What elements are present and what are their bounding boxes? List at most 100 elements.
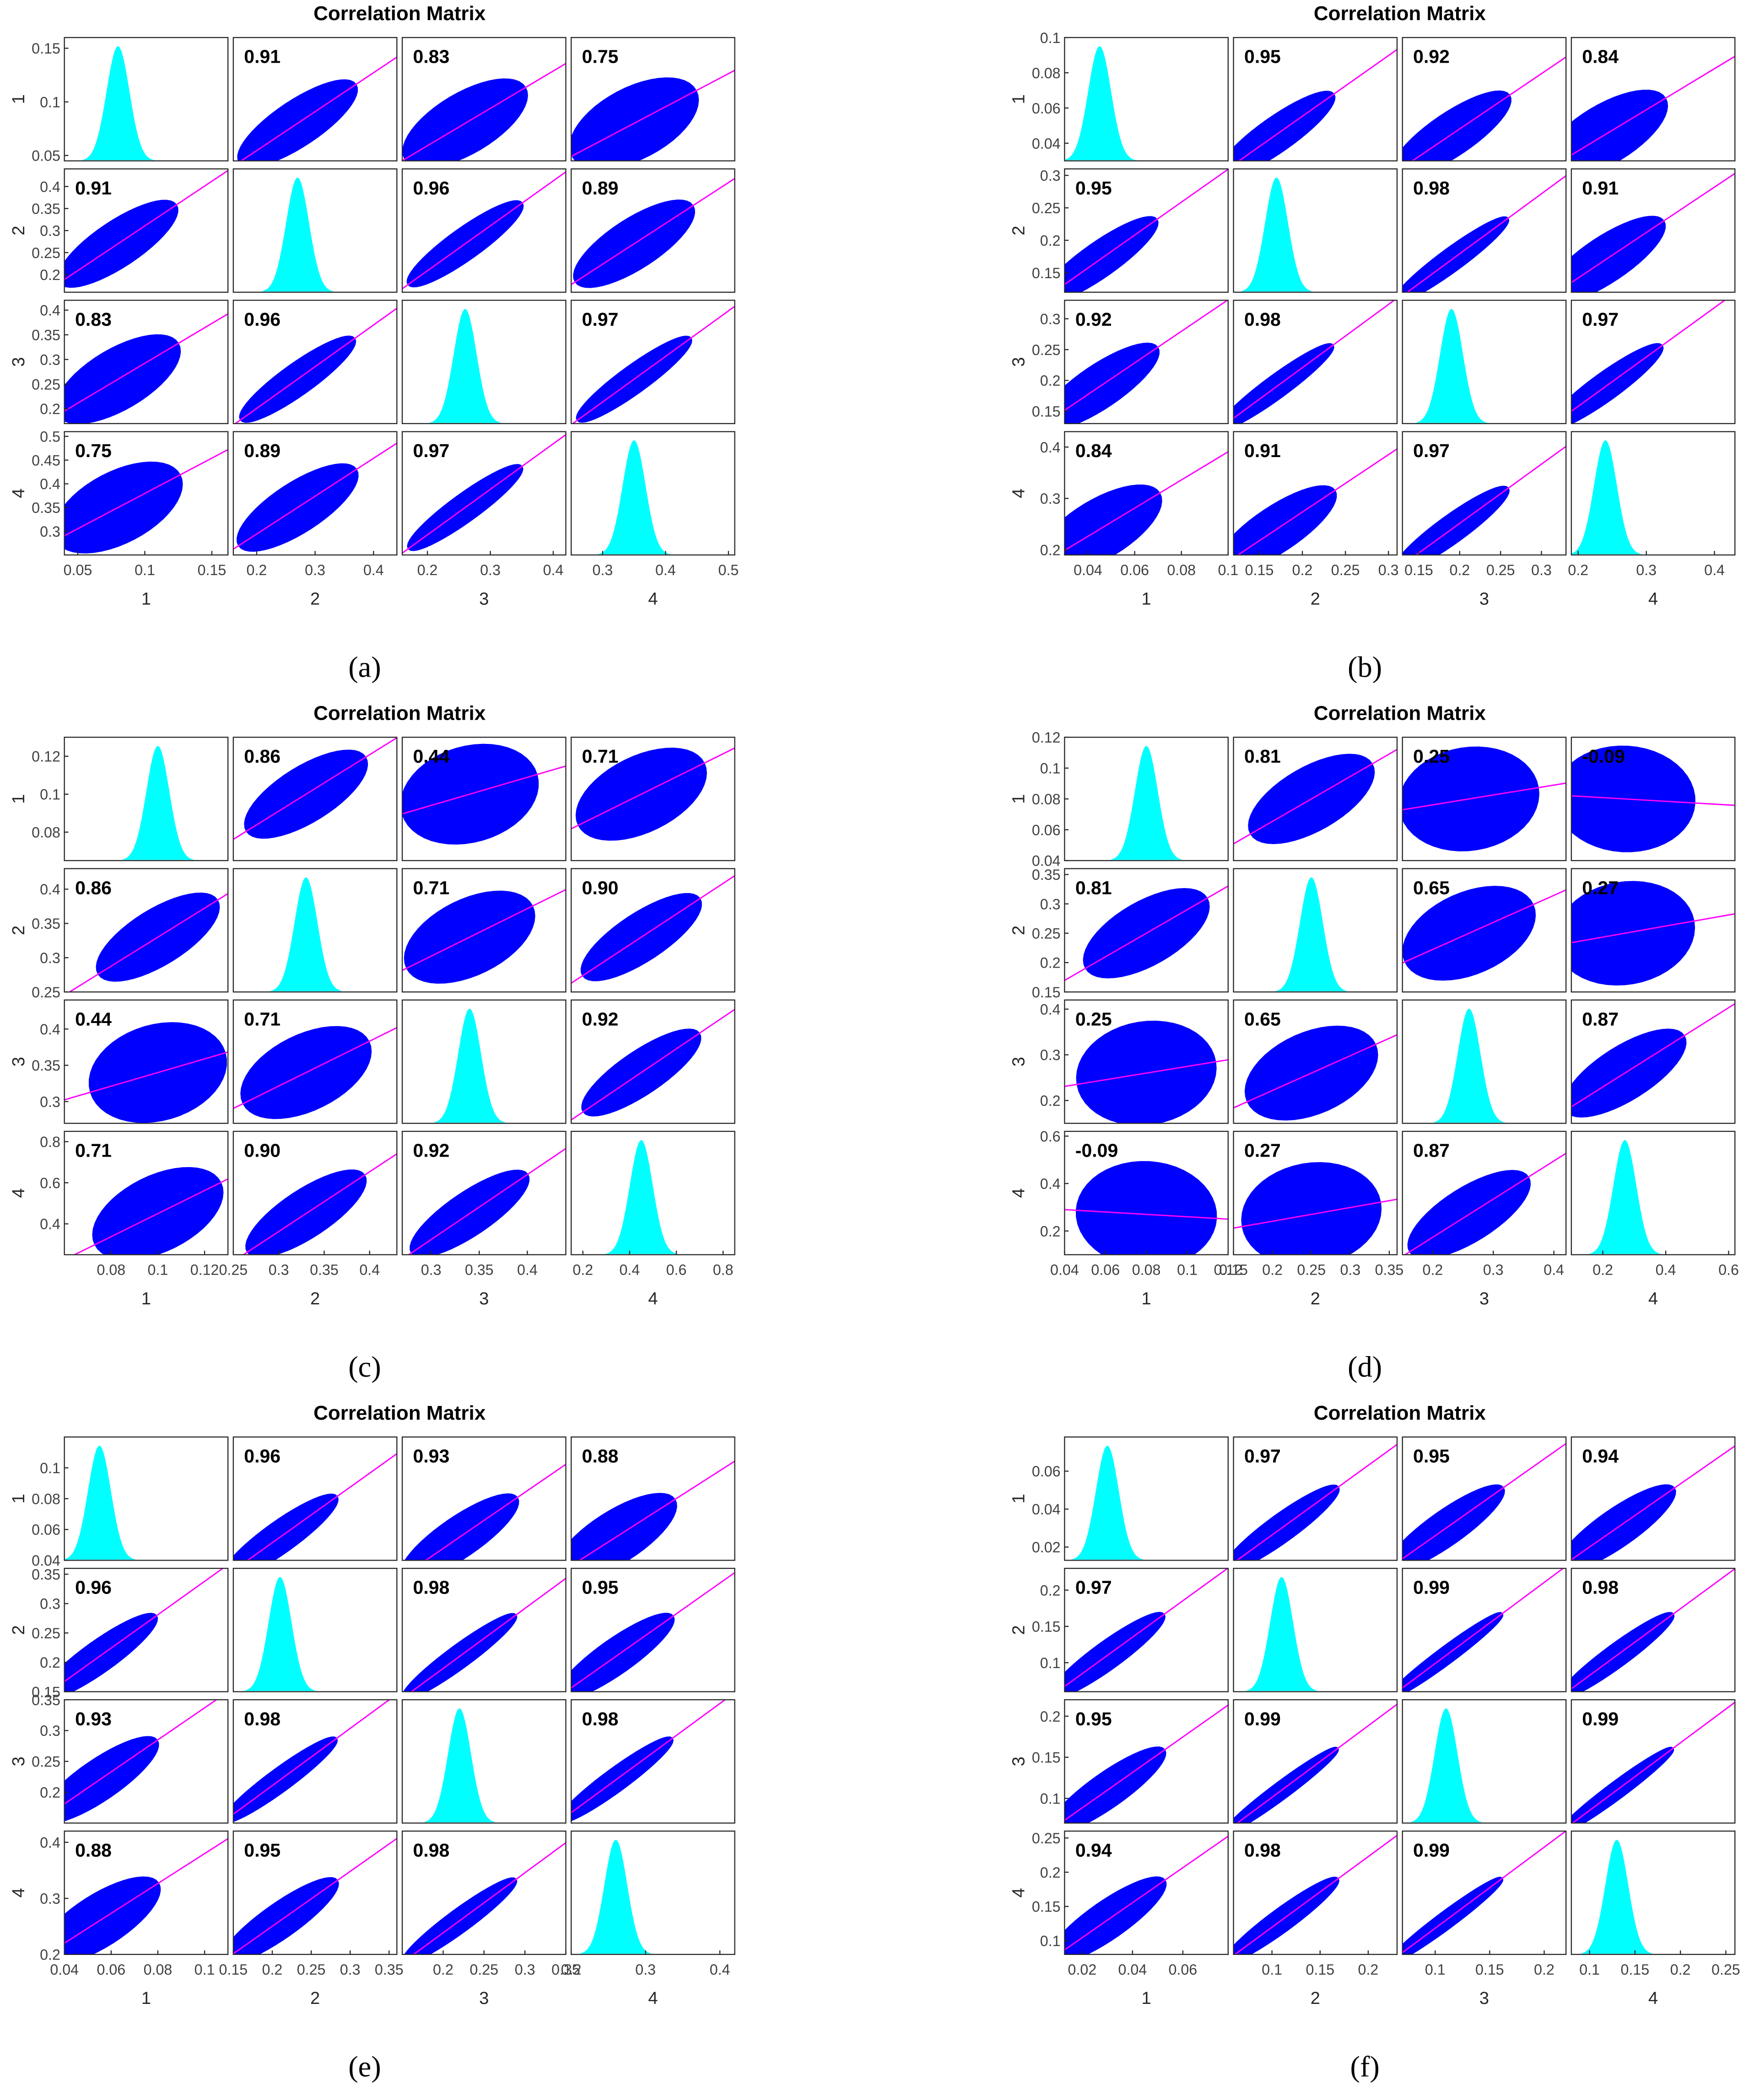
correlation-label: 0.99 (1244, 1708, 1281, 1729)
cell-frame (1064, 37, 1229, 162)
cell-frame (401, 737, 567, 862)
fit-line (1402, 782, 1566, 811)
cell (433, 1008, 507, 1123)
histogram (1274, 877, 1348, 991)
fit-line (578, 1460, 735, 1561)
cell-frame (1233, 737, 1398, 862)
x-tick-label: 0.4 (363, 562, 384, 578)
correlation-label: 0.97 (1075, 1577, 1112, 1598)
x-tick-label: 0.2 (1262, 1261, 1283, 1278)
fit-line (64, 1838, 228, 1944)
y-tick-label: 0.35 (32, 327, 60, 343)
fit-line (242, 1153, 397, 1255)
x-axis-label: 4 (648, 1989, 658, 2008)
y-tick-label: 0.25 (32, 984, 60, 1001)
y-tick-label: 0.3 (40, 1596, 60, 1612)
y-tick-label: 0.3 (40, 1093, 60, 1110)
chart-title: Correlation Matrix (1314, 1402, 1486, 1424)
y-axis-label: 4 (9, 489, 28, 498)
cell (1233, 1703, 1398, 1823)
y-tick-label: 0.3 (40, 950, 60, 966)
fit-line (1064, 169, 1228, 285)
fit-line (68, 893, 228, 992)
y-tick-label: 0.35 (32, 500, 60, 516)
cell-frame (1402, 1699, 1567, 1824)
y-tick-label: 0.8 (40, 1134, 60, 1150)
cell-frame (1064, 999, 1229, 1124)
fit-line (1064, 885, 1228, 981)
scatter-cloud (1402, 216, 1510, 292)
cell-frame (401, 999, 567, 1124)
cell (1064, 46, 1137, 161)
cell (233, 737, 397, 840)
scatter-cloud (1571, 343, 1664, 424)
y-tick-label: 0.02 (1032, 1539, 1061, 1556)
fit-line (571, 70, 735, 157)
correlation-label: 0.92 (413, 1140, 449, 1161)
cell (64, 313, 228, 424)
cell-frame (571, 1699, 735, 1824)
histogram (579, 1840, 653, 1954)
y-tick-label: 0.12 (32, 748, 60, 765)
cell-frame (64, 1831, 229, 1955)
correlation-label: 0.87 (1413, 1140, 1450, 1161)
x-tick-label: 0.15 (1219, 1261, 1248, 1278)
y-tick-label: 0.3 (40, 523, 60, 540)
cell (1240, 178, 1313, 292)
cell-frame (571, 431, 735, 556)
correlation-label: 0.95 (244, 1840, 281, 1861)
x-tick-label: 0.2 (433, 1961, 453, 1978)
histogram (1409, 1708, 1483, 1823)
chart-title: Correlation Matrix (1314, 702, 1486, 724)
correlation-label: 0.88 (75, 1840, 112, 1861)
correlation-label: 0.44 (413, 746, 449, 767)
y-axis-label: 1 (9, 94, 28, 104)
correlation-label: 0.65 (1413, 877, 1450, 898)
cell-frame (401, 168, 567, 293)
y-tick-label: 0.15 (1032, 984, 1061, 1001)
cell-frame (1064, 168, 1229, 293)
scatter-cloud (403, 1613, 518, 1692)
correlation-label: 0.99 (1413, 1840, 1450, 1861)
scatter-cloud (404, 1877, 518, 1955)
cell (64, 1445, 136, 1560)
correlation-label: 0.98 (582, 1708, 619, 1729)
x-tick-label: 0.3 (269, 1261, 289, 1278)
x-tick-label: 0.1 (135, 562, 155, 578)
fit-line (64, 1568, 224, 1683)
scatter-cloud (1402, 485, 1510, 555)
correlation-label: 0.94 (1582, 1446, 1619, 1467)
x-tick-label: 0.2 (572, 1261, 593, 1278)
correlation-label: 0.95 (1413, 1446, 1450, 1467)
histogram (428, 309, 502, 423)
scatter-cloud (1233, 485, 1337, 555)
cell-frame (1233, 1131, 1398, 1255)
cell-frame (401, 868, 567, 993)
correlation-label: 0.93 (413, 1446, 449, 1467)
cell-frame (1570, 300, 1736, 425)
x-tick-label: 0.4 (359, 1261, 380, 1278)
fit-line (1233, 1198, 1398, 1229)
correlation-label: 0.98 (1244, 1840, 1281, 1861)
correlation-label: 0.91 (75, 178, 112, 199)
y-axis-label: 1 (1009, 1494, 1029, 1503)
fit-line (571, 178, 735, 285)
correlation-label: 0.89 (244, 440, 281, 461)
x-tick-label: 0.15 (1245, 562, 1274, 578)
x-tick-label: 0.3 (1340, 1261, 1360, 1278)
cell (233, 1837, 397, 1955)
cell (233, 1453, 397, 1561)
cell (64, 1022, 228, 1123)
fit-line (572, 305, 735, 424)
y-tick-label: 0.25 (32, 1625, 60, 1642)
x-tick-label: 0.4 (543, 562, 564, 578)
cell-frame (232, 300, 398, 425)
scatter-cloud (1402, 90, 1511, 161)
cell (402, 743, 566, 845)
correlation-label: 0.86 (75, 877, 112, 898)
x-axis-label: 2 (310, 589, 320, 608)
y-tick-label: 0.4 (40, 881, 60, 898)
x-tick-label: 0.25 (469, 1961, 498, 1978)
x-tick-label: 0.2 (417, 562, 438, 578)
cell (1432, 1008, 1506, 1123)
